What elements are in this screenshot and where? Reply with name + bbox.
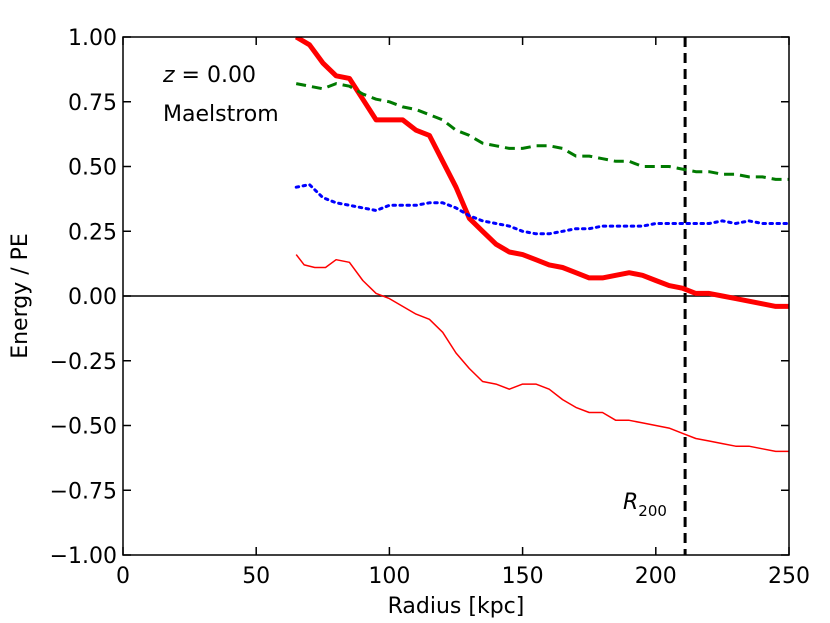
y-tick-label: −0.25	[50, 350, 117, 375]
y-tick-label: 0.75	[68, 91, 117, 116]
x-axis-label: Radius [kpc]	[388, 594, 525, 619]
y-tick-label: 0.25	[68, 220, 117, 245]
x-tick-label: 100	[368, 564, 410, 589]
y-tick-label: 0.00	[68, 285, 117, 310]
x-tick-label: 200	[635, 564, 677, 589]
series-blue-dotted	[294, 183, 789, 236]
y-tick-label: 1.00	[68, 26, 117, 51]
series-green-dashed	[295, 82, 789, 181]
y-axis-label: Energy / PE	[8, 233, 33, 359]
y-tick-label: −1.00	[50, 544, 117, 569]
x-tick-label: 250	[768, 564, 810, 589]
x-tick-label: 0	[116, 564, 130, 589]
x-tick-label: 150	[502, 564, 544, 589]
simulation-name: Maelstrom	[163, 102, 279, 127]
series-thin-red	[295, 254, 789, 453]
r200-label: R200	[623, 490, 667, 520]
redshift-annotation: z = 0.00	[162, 63, 256, 88]
series-total-thick-red	[294, 37, 789, 309]
x-tick-label: 50	[242, 564, 270, 589]
y-tick-label: −0.50	[50, 415, 117, 440]
y-tick-label: 0.50	[68, 156, 117, 181]
plot-content	[123, 37, 789, 555]
axis-ticks: 0 50 100 150 200 250 −1.00 −0.75 −0.50 −0.25 0.00 0…	[50, 26, 810, 589]
y-tick-label: −0.75	[50, 479, 117, 504]
